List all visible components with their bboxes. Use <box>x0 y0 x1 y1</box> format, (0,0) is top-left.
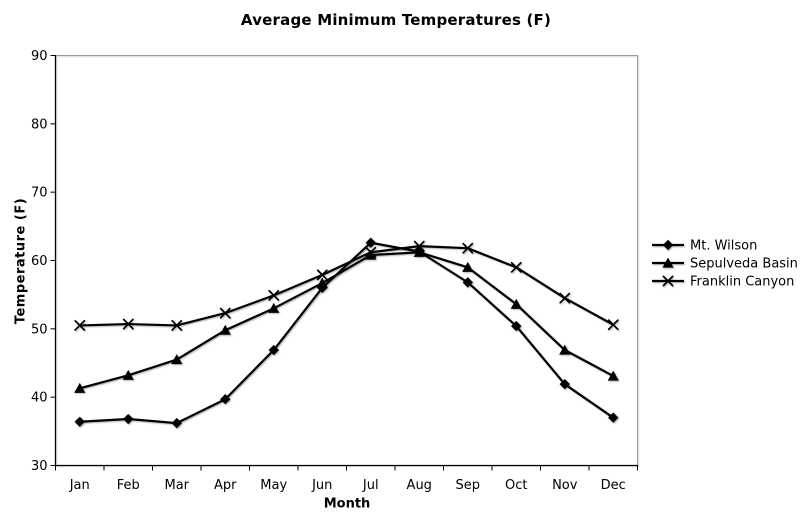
diamond-marker-icon <box>662 239 674 251</box>
y-tick-label: 90 <box>31 49 48 64</box>
y-tick-label: 70 <box>31 186 48 201</box>
series-franklin-canyon <box>74 240 619 331</box>
series-line-mt-wilson <box>78 241 615 425</box>
x-tick-label: Jul <box>362 478 379 493</box>
x-tick-label: Jun <box>311 478 332 493</box>
y-tick-label: 80 <box>31 117 48 132</box>
triangle-marker-icon <box>74 382 86 393</box>
legend-label: Franklin Canyon <box>690 275 794 290</box>
triangle-marker-icon <box>559 344 571 355</box>
x-tick-label: Dec <box>601 478 626 493</box>
diamond-marker-icon <box>268 344 279 356</box>
plot-area-border <box>55 55 638 466</box>
x-tick-label: Nov <box>552 478 578 493</box>
x-axis-title: Month <box>323 496 371 512</box>
x-tick-label: Sep <box>455 478 480 493</box>
x-tick-label: Apr <box>214 478 237 493</box>
x-marker-icon <box>413 240 425 252</box>
x-marker-icon <box>510 261 522 273</box>
y-tick-label: 60 <box>31 254 48 269</box>
y-axis-title: Temperature (F) <box>13 197 29 325</box>
triangle-marker-icon <box>268 302 280 313</box>
chart-title: Average Minimum Temperatures (F) <box>240 11 552 29</box>
x-marker-icon <box>171 319 183 331</box>
x-marker-icon <box>559 292 571 304</box>
diamond-marker-icon <box>559 378 570 390</box>
legend-item-sepulveda-basin <box>652 257 684 268</box>
x-tick-label: Jan <box>69 478 90 493</box>
triangle-marker-icon <box>607 370 619 381</box>
y-tick-label: 50 <box>31 322 48 337</box>
legend-item-franklin-canyon <box>652 275 684 287</box>
legend: Mt. Wilson Sepulveda Basin Franklin Canyon <box>652 239 798 290</box>
series-line-franklin-canyon <box>78 245 615 327</box>
triangle-marker-icon <box>365 249 377 260</box>
x-marker-icon <box>219 307 231 319</box>
x-axis-ticks: Jan Feb Mar Apr May Jun Jul Aug Sep Oct Nov Dec <box>55 465 638 493</box>
diamond-marker-icon <box>365 237 376 248</box>
diamond-marker-icon <box>511 320 522 332</box>
x-marker-icon <box>122 318 134 330</box>
x-marker-icon <box>74 319 86 331</box>
triangle-marker-icon <box>662 257 674 268</box>
diamond-marker-icon <box>123 413 134 425</box>
x-tick-label: Feb <box>117 478 140 493</box>
series-line-sepulveda-basin <box>78 251 615 390</box>
legend-item-mt-wilson <box>652 239 684 251</box>
y-axis-ticks: 30 40 50 60 70 80 90 <box>31 49 56 474</box>
x-tick-label: Aug <box>407 478 432 493</box>
x-marker-icon <box>365 246 377 258</box>
x-marker-icon <box>316 269 328 281</box>
diamond-marker-icon <box>171 417 182 429</box>
legend-label: Sepulveda Basin <box>690 257 798 272</box>
triangle-marker-icon <box>510 298 522 309</box>
triangle-marker-icon <box>122 369 134 380</box>
series-sepulveda-basin <box>74 246 619 393</box>
y-tick-label: 30 <box>31 459 48 474</box>
triangle-marker-icon <box>413 246 425 257</box>
x-marker-icon <box>268 289 280 301</box>
x-marker-icon <box>607 319 619 331</box>
x-marker-icon <box>662 275 674 287</box>
diamond-marker-icon <box>74 416 85 427</box>
diamond-marker-icon <box>608 412 619 423</box>
diamond-marker-icon <box>462 277 473 288</box>
x-tick-label: May <box>260 478 287 493</box>
legend-label: Mt. Wilson <box>690 239 757 254</box>
triangle-marker-icon <box>316 277 328 288</box>
series-mt-wilson <box>74 237 619 429</box>
y-tick-label: 40 <box>31 391 48 406</box>
triangle-marker-icon <box>219 324 231 335</box>
x-marker-icon <box>462 242 474 254</box>
diamond-marker-icon <box>220 394 231 405</box>
triangle-marker-icon <box>171 354 183 365</box>
x-tick-label: Mar <box>164 478 189 493</box>
triangle-marker-icon <box>462 261 474 272</box>
x-tick-label: Oct <box>505 478 527 493</box>
